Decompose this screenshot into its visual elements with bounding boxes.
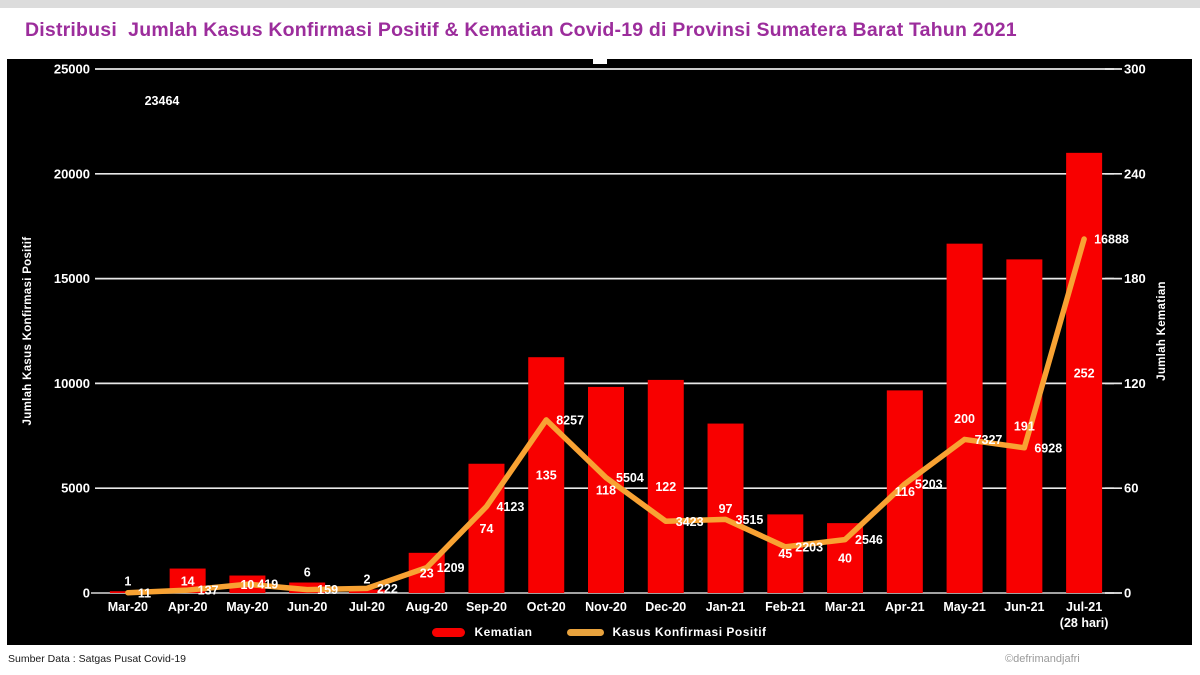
x-tick-label: Jul-21 <box>1066 600 1102 614</box>
kematian-swatch-icon <box>432 627 466 637</box>
cases-point-label: 419 <box>257 578 278 592</box>
right-tick-label: 240 <box>1124 166 1146 181</box>
death-bar <box>588 386 624 593</box>
cases-point-label: 8257 <box>556 413 584 427</box>
legend-label: Kematian <box>474 625 533 639</box>
death-bar-label: 74 <box>480 522 494 536</box>
cases-point-label: 1209 <box>437 561 465 575</box>
death-bar <box>348 589 385 593</box>
death-bar-label: 23 <box>420 566 434 580</box>
death-bar-label: 122 <box>655 480 676 494</box>
x-tick-label: May-20 <box>226 600 268 614</box>
death-bar <box>1066 152 1103 593</box>
left-tick-label: 20000 <box>54 166 90 181</box>
x-tick-label: Nov-20 <box>585 600 627 614</box>
cases-point-label: 11 <box>138 586 151 600</box>
x-tick-label: Oct-20 <box>527 600 566 614</box>
cases-point-label: 4123 <box>496 500 524 514</box>
death-bar-label: 118 <box>596 483 616 497</box>
x-tick-label: Sep-20 <box>466 600 507 614</box>
chart-legend: Kematian Kasus Konfirmasi Positif <box>7 625 1192 639</box>
page-title: Distribusi Jumlah Kasus Konfirmasi Posit… <box>25 19 1017 41</box>
x-tick-sublabel: (28 hari) <box>1060 616 1109 630</box>
cases-point-label: 222 <box>377 582 398 596</box>
legend-label: Kasus Konfirmasi Positif <box>612 625 767 639</box>
death-bar <box>647 379 684 593</box>
legend-item-kematian: Kematian <box>432 625 532 639</box>
data-source-note: Sumber Data : Satgas Pusat Covid-19 <box>8 653 187 665</box>
death-bar-label: 97 <box>719 502 733 516</box>
right-axis-title: Jumlah Kematian <box>1156 281 1168 381</box>
cases-point-label: 2203 <box>795 540 823 554</box>
left-tick-label: 25000 <box>54 62 90 77</box>
cases-point-label: 7327 <box>975 433 1003 447</box>
x-tick-label: Jul-20 <box>349 600 385 614</box>
death-bar-label: 191 <box>1014 420 1035 434</box>
x-tick-label: Dec-20 <box>645 600 686 614</box>
death-bar <box>528 357 565 593</box>
legend-item-kasus-konfirmasi: Kasus Konfirmasi Positif <box>566 625 767 639</box>
right-tick-label: 300 <box>1124 62 1146 77</box>
death-bar-label: 200 <box>954 412 975 426</box>
death-bar-label: 40 <box>838 552 852 566</box>
x-tick-label: Jan-21 <box>706 600 746 614</box>
cases-point-label: 5504 <box>616 471 644 485</box>
kasus-swatch-icon <box>566 628 604 636</box>
death-bar-label: 135 <box>536 469 557 483</box>
left-tick-label: 5000 <box>61 481 90 496</box>
combo-chart: 0500010000150002000025000060120180240300… <box>22 59 1168 630</box>
left-tick-label: 10000 <box>54 376 90 391</box>
cases-point-label: 16888 <box>1094 233 1129 247</box>
x-tick-label: Apr-20 <box>168 600 208 614</box>
chart-panel: 0 5000 10000 15000 20000 25000 0 60 120 180 240 300… <box>7 59 1192 645</box>
death-bar <box>1006 259 1043 593</box>
total-annotation: 23464 <box>145 94 180 108</box>
x-tick-label: Apr-21 <box>885 600 925 614</box>
cases-point-label: 5203 <box>915 477 943 491</box>
death-bar <box>767 514 804 593</box>
cases-point-label: 3515 <box>736 513 764 527</box>
cases-point-label: 6928 <box>1034 441 1062 455</box>
x-tick-label: Feb-21 <box>765 600 805 614</box>
cases-point-label: 3423 <box>676 515 704 529</box>
death-bar-label: 252 <box>1074 366 1095 380</box>
death-bar-label: 2 <box>363 573 370 587</box>
x-tick-label: May-21 <box>943 600 985 614</box>
cases-line <box>125 236 1087 596</box>
x-tick-label: Jun-21 <box>1004 600 1044 614</box>
x-tick-label: Mar-20 <box>108 600 148 614</box>
x-tick-label: Mar-21 <box>825 600 865 614</box>
right-tick-label: 180 <box>1124 271 1146 286</box>
death-bar <box>827 523 864 593</box>
death-bar-label: 10 <box>240 578 254 592</box>
cases-point-label: 2546 <box>855 533 883 547</box>
right-tick-label: 60 <box>1124 481 1138 496</box>
death-bar-label: 1 <box>124 574 131 588</box>
right-tick-label: 120 <box>1124 376 1146 391</box>
left-tick-label: 15000 <box>54 271 90 286</box>
x-tick-label: Jun-20 <box>287 600 327 614</box>
left-tick-label: 0 <box>83 586 90 601</box>
death-bar <box>707 423 744 593</box>
death-bar-label: 45 <box>778 547 792 561</box>
left-axis-title: Jumlah Kasus Konfirmasi Positif <box>22 237 34 426</box>
top-notch-artifact <box>593 59 607 64</box>
credit-watermark: ©defrimandjafri <box>1005 653 1080 665</box>
cases-point-label: 137 <box>198 584 219 598</box>
death-bar-label: 116 <box>895 485 915 499</box>
death-bar <box>946 243 983 593</box>
death-bar-label: 6 <box>304 566 311 580</box>
right-tick-label: 0 <box>1124 586 1131 601</box>
top-edge-strip <box>0 0 1200 8</box>
death-bar-label: 14 <box>181 574 195 588</box>
x-tick-label: Aug-20 <box>406 600 448 614</box>
cases-point-label: 159 <box>317 583 338 597</box>
